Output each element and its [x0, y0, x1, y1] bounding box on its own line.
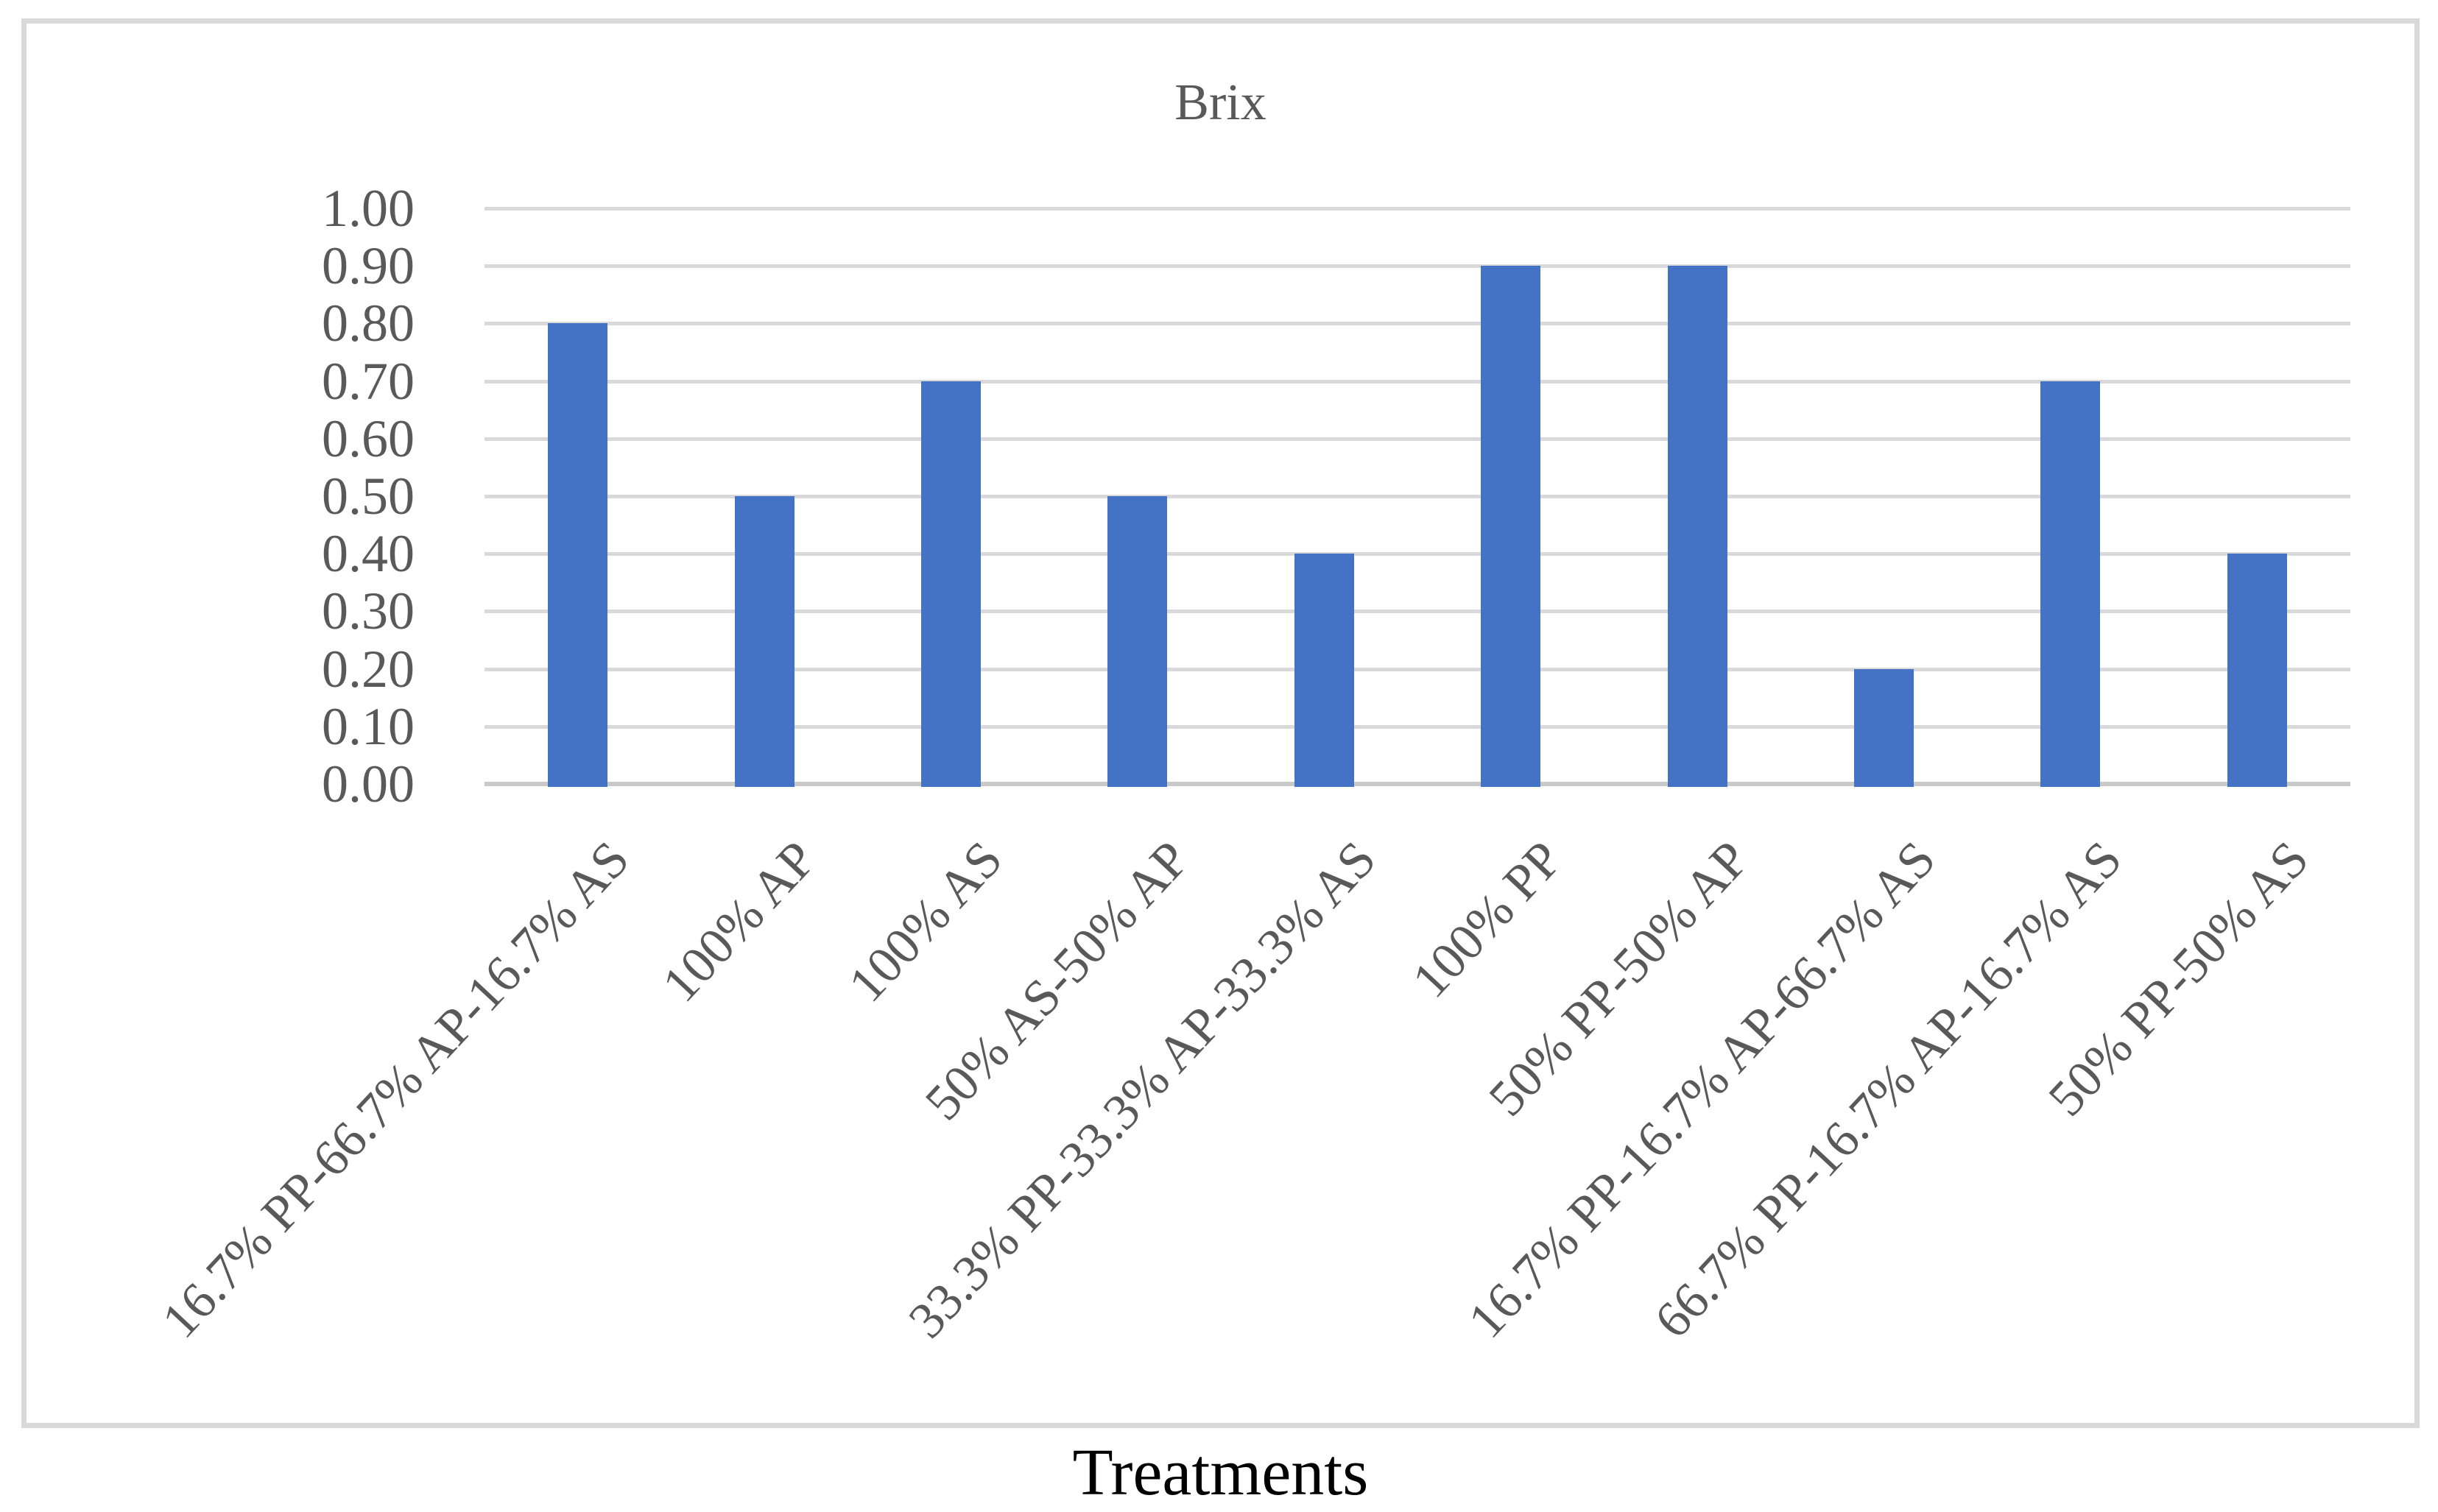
bar	[1107, 496, 1168, 787]
y-tick-label: 0.70	[322, 351, 415, 411]
gridline	[485, 552, 2350, 557]
chart-title: Brix	[1174, 74, 1266, 131]
bar	[1854, 668, 1914, 787]
gridline	[485, 264, 2350, 269]
x-axis-title: Treatments	[1072, 1436, 1369, 1509]
y-tick-label: 0.80	[322, 294, 415, 353]
bar	[2040, 381, 2101, 787]
gridline	[485, 724, 2350, 729]
y-tick-label: 0.20	[322, 639, 415, 699]
bar	[1294, 554, 1354, 787]
gridline	[485, 667, 2350, 671]
y-tick-label: 0.40	[322, 524, 415, 584]
bar	[921, 381, 981, 787]
gridline	[485, 322, 2350, 326]
y-tick-label: 0.60	[322, 409, 415, 468]
bar	[1481, 266, 1541, 787]
y-tick-label: 0.00	[322, 755, 415, 813]
y-tick-label: 0.90	[322, 236, 415, 296]
gridline	[485, 379, 2350, 384]
gridline	[485, 207, 2350, 211]
gridline	[485, 437, 2350, 441]
bar	[548, 323, 608, 787]
bar	[734, 496, 795, 787]
gridline	[485, 610, 2350, 614]
y-tick-label: 0.30	[322, 582, 415, 641]
gridline	[485, 495, 2350, 498]
bar	[2227, 554, 2287, 787]
chart-border-frame	[21, 18, 2420, 1428]
y-tick-label: 0.50	[322, 467, 415, 526]
y-tick-label: 0.10	[322, 696, 415, 756]
bar	[1667, 266, 1727, 787]
y-tick-label: 1.00	[322, 179, 415, 238]
x-axis-baseline	[485, 782, 2350, 786]
